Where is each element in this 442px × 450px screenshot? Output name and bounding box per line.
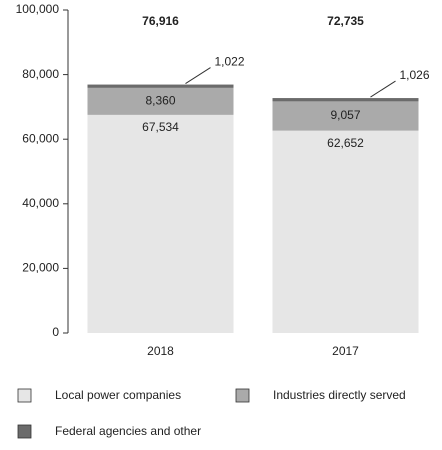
leader-line	[185, 67, 211, 84]
leader-line	[370, 80, 396, 98]
total-label: 72,735	[327, 14, 364, 28]
y-tick-label: 40,000	[22, 196, 59, 210]
value-label: 1,022	[215, 55, 245, 69]
bar-segment	[272, 130, 419, 333]
x-tick-label: 2017	[332, 344, 359, 358]
y-tick-label: 20,000	[22, 261, 59, 275]
legend-swatch	[17, 424, 32, 439]
legend-swatch	[17, 388, 32, 403]
y-tick-label: 100,000	[16, 2, 60, 16]
bar-segment	[87, 87, 234, 115]
bar-segment	[272, 98, 419, 102]
value-label: 62,652	[327, 136, 364, 150]
y-tick-label: 80,000	[22, 67, 59, 81]
legend-label: Federal agencies and other	[55, 424, 201, 438]
legend-swatch	[235, 388, 250, 403]
y-tick-label: 0	[52, 325, 59, 339]
value-label: 1,026	[400, 68, 430, 82]
bar-segment	[87, 114, 234, 334]
legend-label: Industries directly served	[273, 388, 406, 402]
total-label: 76,916	[142, 14, 179, 28]
value-label: 67,534	[142, 120, 179, 134]
bar-segment	[87, 84, 234, 88]
y-tick-label: 60,000	[22, 131, 59, 145]
legend-label: Local power companies	[55, 388, 181, 402]
value-label: 8,360	[145, 94, 175, 108]
x-tick-label: 2018	[147, 344, 174, 358]
bar-segment	[272, 101, 419, 131]
value-label: 9,057	[330, 108, 360, 122]
